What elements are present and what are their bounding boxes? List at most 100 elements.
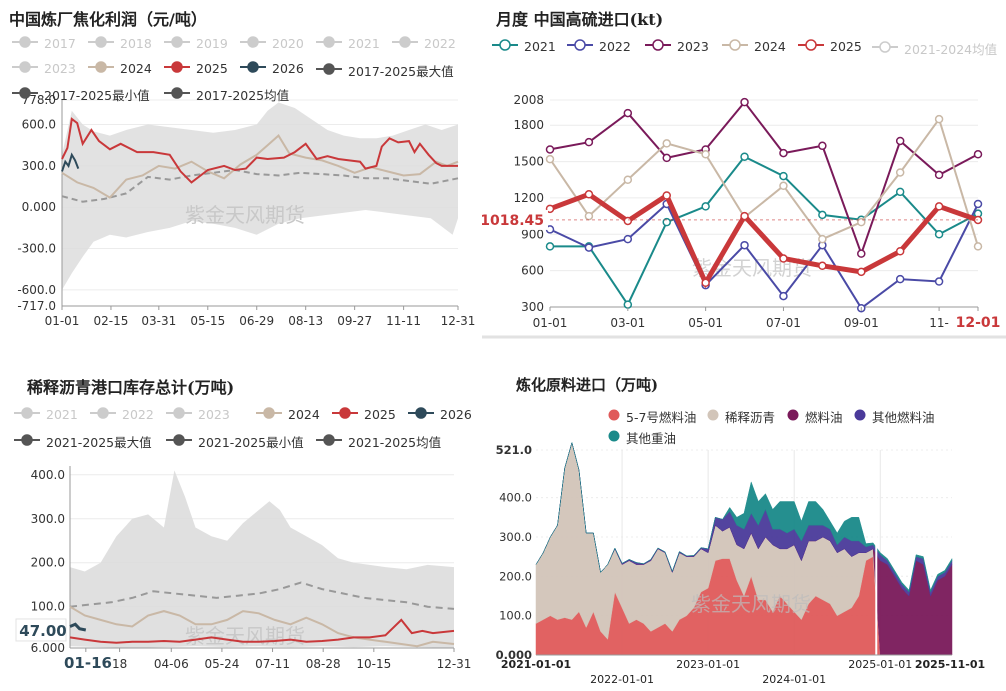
legend-label: 2021-2024均值 bbox=[904, 42, 998, 57]
legend-marker-icon bbox=[872, 41, 898, 56]
data-point-2022 bbox=[623, 234, 633, 244]
x-pointer-label: 12-01 bbox=[956, 315, 1001, 331]
y-tick-label: 100.0 bbox=[499, 609, 532, 623]
legend-item-2025[interactable]: 2025 bbox=[798, 39, 862, 54]
x-tick-label: 2023-01-01 bbox=[676, 658, 740, 671]
min-max-band bbox=[62, 102, 458, 290]
legend-marker-icon bbox=[798, 39, 824, 54]
x-tick-label: 2025-01-01 bbox=[848, 658, 912, 671]
data-point-2023 bbox=[895, 136, 905, 146]
data-point-2025 bbox=[973, 215, 983, 225]
x-tick-label: 04-06 bbox=[154, 657, 189, 671]
x-tick-label: 2021-01-01 bbox=[501, 658, 571, 671]
legend-label: 2024 bbox=[120, 61, 152, 76]
legend-item-2022[interactable]: 2022 bbox=[90, 407, 154, 422]
data-point-2021 bbox=[818, 210, 827, 220]
legend-item-2022[interactable]: 2022 bbox=[392, 36, 456, 51]
legend-item-2017[interactable]: 2017 bbox=[12, 36, 76, 51]
data-point-2021 bbox=[779, 171, 788, 181]
legend-marker-icon bbox=[88, 61, 114, 76]
coking-profit-panel: 778.0 600.0 300.0 0.000 -300.0 -600.0 -717.0 紫金… bbox=[0, 0, 480, 340]
data-point-2023 bbox=[857, 249, 866, 258]
y-tick-label: -300.0 bbox=[17, 242, 56, 256]
legend-item-2024[interactable]: 2024 bbox=[88, 61, 152, 76]
legend-item-2024[interactable]: 2024 bbox=[256, 407, 320, 422]
y-tick-label: 300.0 bbox=[499, 530, 532, 544]
legend-item-2025[interactable]: 2025 bbox=[332, 407, 396, 422]
legend-item-otherfo[interactable]: 其他燃料油 bbox=[854, 407, 935, 426]
data-point-2024 bbox=[934, 114, 944, 124]
data-point-2022 bbox=[934, 277, 944, 286]
legend-item-2026[interactable]: 2026 bbox=[240, 61, 304, 76]
legend-item-2021[interactable]: 2021 bbox=[492, 39, 556, 54]
legend-item-fueloil[interactable]: 燃料油 bbox=[787, 407, 843, 426]
legend-item-2021[interactable]: 2021 bbox=[316, 36, 380, 51]
legend-label: 2025 bbox=[830, 39, 862, 54]
legend-item-2024[interactable]: 2024 bbox=[722, 39, 786, 54]
y-pointer-box bbox=[15, 618, 67, 642]
data-point-2025 bbox=[662, 191, 671, 200]
x-tick-label: 11-11 bbox=[386, 314, 421, 328]
y-tick-label: 300.0 bbox=[22, 159, 56, 173]
x-tick-label: 09-01 bbox=[844, 316, 879, 330]
feedstock-import-panel: 521.0 400.0 300.0 200.0 100.0 0.000 紫金天风期货 2021… bbox=[496, 346, 1006, 691]
data-point-2023 bbox=[740, 97, 749, 107]
data-point-2025 bbox=[895, 247, 905, 256]
legend-marker-icon bbox=[164, 61, 190, 76]
legend-item-2019[interactable]: 2019 bbox=[164, 36, 228, 51]
legend-item-2026[interactable]: 2026 bbox=[408, 407, 472, 422]
legend-item-avg[interactable]: 2021-2025均值 bbox=[316, 432, 441, 451]
legend-label: 2017-2025最小值 bbox=[44, 88, 150, 103]
legend-item-max[interactable]: 2021-2025最大值 bbox=[14, 432, 152, 451]
coking-profit-chart: 778.0 600.0 300.0 0.000 -300.0 -600.0 -717.0 紫金… bbox=[17, 93, 476, 328]
legend-item-2023[interactable]: 2023 bbox=[645, 39, 709, 54]
legend-item-max[interactable]: 2017-2025最大值 bbox=[316, 61, 454, 80]
legend-marker-icon bbox=[166, 434, 192, 449]
legend-item-heavy[interactable]: 其他重油 bbox=[608, 428, 676, 447]
x-tick-label: 02-15 bbox=[94, 314, 129, 328]
legend-marker-icon bbox=[645, 39, 671, 54]
legend-marker-icon bbox=[316, 434, 342, 449]
legend-item-min[interactable]: 2017-2025最小值 bbox=[12, 85, 150, 104]
legend-item-2022[interactable]: 2022 bbox=[567, 39, 631, 54]
legend-label: 2026 bbox=[440, 407, 472, 422]
data-point-2024 bbox=[701, 150, 710, 159]
x-tick-label: 12-31 bbox=[441, 314, 476, 328]
legend-item-2023[interactable]: 2023 bbox=[12, 61, 76, 76]
legend-item-2020[interactable]: 2020 bbox=[240, 36, 304, 51]
legend-item-avg[interactable]: 2021-2024均值 bbox=[872, 39, 997, 58]
y-tick-label: 200.0 bbox=[499, 569, 532, 583]
data-point-2025 bbox=[818, 261, 827, 271]
y-tick-label: 778.0 bbox=[22, 93, 56, 107]
y-tick-label: 1200 bbox=[513, 191, 544, 205]
y-tick-label: 600.0 bbox=[22, 118, 56, 132]
x-tick-label: 01-01 bbox=[533, 316, 568, 330]
legend-item-bitumen[interactable]: 稀释沥青 bbox=[707, 407, 775, 426]
x-tick-label: 09-27 bbox=[337, 314, 372, 328]
legend-marker-icon bbox=[12, 36, 38, 51]
legend-label: 其他重油 bbox=[626, 431, 677, 446]
legend-item-min[interactable]: 2021-2025最小值 bbox=[166, 432, 304, 451]
min-max-band bbox=[70, 470, 454, 648]
legend-item-fo57[interactable]: 5-7号燃料油 bbox=[608, 407, 696, 426]
data-point-2021 bbox=[701, 202, 710, 211]
legend-marker-icon bbox=[608, 430, 620, 445]
legend-item-2025[interactable]: 2025 bbox=[164, 61, 228, 76]
y-tick-label: 0.000 bbox=[22, 200, 56, 214]
legend-marker-icon bbox=[787, 409, 799, 424]
legend-marker-icon bbox=[392, 36, 418, 51]
y-tick-label: 100.0 bbox=[31, 600, 65, 614]
x-tick-label: 03-01 bbox=[610, 316, 645, 330]
data-point-2023 bbox=[545, 145, 555, 154]
y-tick-label: 521.0 bbox=[496, 443, 532, 457]
data-point-2022 bbox=[895, 274, 905, 284]
legend-marker-icon bbox=[240, 36, 266, 51]
legend-item-2021[interactable]: 2021 bbox=[14, 407, 78, 422]
legend-marker-icon bbox=[256, 407, 282, 422]
data-point-2021 bbox=[545, 242, 555, 251]
legend-marker-icon bbox=[408, 407, 434, 422]
legend-item-avg[interactable]: 2017-2025均值 bbox=[164, 85, 289, 104]
legend-item-2018[interactable]: 2018 bbox=[88, 36, 152, 51]
legend-item-2023[interactable]: 2023 bbox=[166, 407, 230, 422]
